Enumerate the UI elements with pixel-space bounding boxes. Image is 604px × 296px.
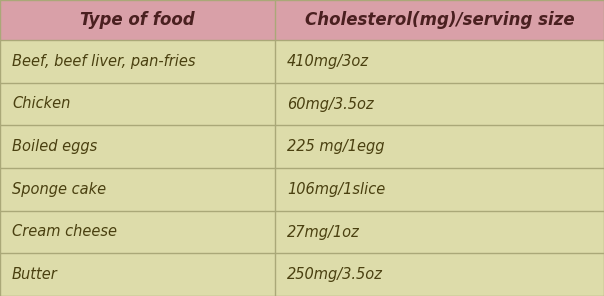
Text: Chicken: Chicken [12, 96, 71, 112]
Text: Boiled eggs: Boiled eggs [12, 139, 97, 154]
Bar [0, 0, 604, 40]
Text: Sponge cake: Sponge cake [12, 182, 106, 197]
Text: Type of food: Type of food [80, 11, 194, 29]
Text: Butter: Butter [12, 267, 58, 282]
Text: 225 mg/1egg: 225 mg/1egg [287, 139, 384, 154]
Text: 106mg/1slice: 106mg/1slice [287, 182, 385, 197]
Text: 410mg/3oz: 410mg/3oz [287, 54, 369, 69]
Text: Beef, beef liver, pan-fries: Beef, beef liver, pan-fries [12, 54, 196, 69]
Text: 60mg/3.5oz: 60mg/3.5oz [287, 96, 373, 112]
Text: Cholesterol(mg)/serving size: Cholesterol(mg)/serving size [304, 11, 574, 29]
Text: Cream cheese: Cream cheese [12, 224, 117, 239]
Text: 27mg/1oz: 27mg/1oz [287, 224, 359, 239]
Text: 250mg/3.5oz: 250mg/3.5oz [287, 267, 383, 282]
